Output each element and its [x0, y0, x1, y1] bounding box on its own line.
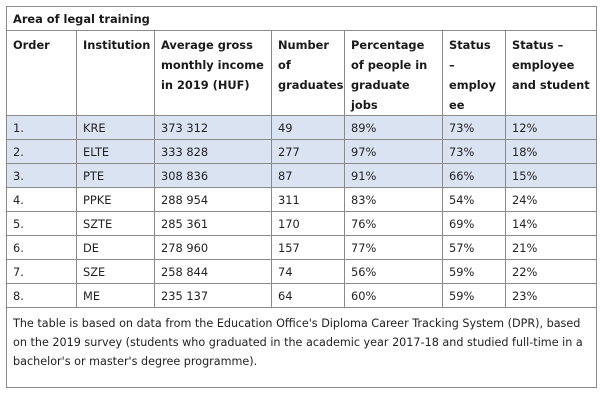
graduate-income-table: Area of legal training Order Institution… [5, 6, 598, 388]
cell-graduates: 157 [271, 235, 345, 260]
cell-status-employee-student: 24% [504, 187, 598, 212]
cell-graduates: 49 [271, 115, 345, 140]
cell-percentage: 91% [344, 163, 443, 188]
header-percentage: Percentage of people in graduate jobs [344, 30, 443, 116]
cell-order: 5. [6, 211, 77, 236]
cell-graduates: 87 [271, 163, 345, 188]
cell-order: 6. [6, 235, 77, 260]
cell-order: 3. [6, 163, 77, 188]
cell-percentage: 89% [344, 115, 443, 140]
header-order: Order [6, 30, 77, 116]
header-status-employee: Status – employ ee [442, 30, 506, 116]
table-row: 2. ELTE 333 828 277 97% 73% 18% [6, 139, 598, 164]
cell-status-employee-student: 15% [504, 163, 598, 188]
cell-institution: DE [76, 235, 155, 260]
cell-institution: PTE [76, 163, 155, 188]
cell-income: 373 312 [154, 115, 272, 140]
cell-graduates: 74 [271, 259, 345, 284]
cell-graduates: 170 [271, 211, 345, 236]
cell-status-employee-student: 23% [504, 283, 598, 308]
cell-percentage: 56% [344, 259, 443, 284]
cell-status-employee: 66% [442, 163, 506, 188]
cell-institution: SZE [76, 259, 155, 284]
table-note: The table is based on data from the Educ… [5, 307, 598, 388]
cell-order: 7. [6, 259, 77, 284]
cell-status-employee-student: 22% [504, 259, 598, 284]
cell-graduates: 64 [271, 283, 345, 308]
cell-institution: ELTE [76, 139, 155, 164]
cell-status-employee: 57% [442, 235, 506, 260]
cell-income: 288 954 [154, 187, 272, 212]
cell-status-employee-student: 18% [504, 139, 598, 164]
cell-status-employee: 73% [442, 139, 506, 164]
cell-institution: PPKE [76, 187, 155, 212]
cell-income: 285 361 [154, 211, 272, 236]
table-header-row: Order Institution Average gross monthly … [6, 30, 598, 116]
table-row: 6. DE 278 960 157 77% 57% 21% [6, 235, 598, 260]
header-institution: Institution [76, 30, 155, 116]
cell-order: 4. [6, 187, 77, 212]
table-row: 5. SZTE 285 361 170 76% 69% 14% [6, 211, 598, 236]
cell-status-employee: 59% [442, 283, 506, 308]
cell-income: 235 137 [154, 283, 272, 308]
table-row: 4. PPKE 288 954 311 83% 54% 24% [6, 187, 598, 212]
cell-percentage: 77% [344, 235, 443, 260]
table-title-row: Area of legal training [5, 6, 598, 31]
cell-status-employee: 54% [442, 187, 506, 212]
cell-status-employee: 73% [442, 115, 506, 140]
cell-income: 258 844 [154, 259, 272, 284]
cell-graduates: 277 [271, 139, 345, 164]
table-title: Area of legal training [5, 6, 598, 31]
cell-percentage: 97% [344, 139, 443, 164]
cell-status-employee: 69% [442, 211, 506, 236]
table-row: 3. PTE 308 836 87 91% 66% 15% [6, 163, 598, 188]
cell-percentage: 83% [344, 187, 443, 212]
cell-percentage: 60% [344, 283, 443, 308]
cell-income: 333 828 [154, 139, 272, 164]
cell-graduates: 311 [271, 187, 345, 212]
cell-income: 308 836 [154, 163, 272, 188]
cell-order: 8. [6, 283, 77, 308]
cell-institution: SZTE [76, 211, 155, 236]
cell-order: 2. [6, 139, 77, 164]
header-status-employee-student: Status – employee and student [504, 30, 598, 116]
table-row: 8. ME 235 137 64 60% 59% 23% [6, 283, 598, 308]
cell-status-employee-student: 14% [504, 211, 598, 236]
cell-status-employee-student: 12% [504, 115, 598, 140]
cell-status-employee: 59% [442, 259, 506, 284]
header-graduates: Number of graduates [271, 30, 345, 116]
cell-percentage: 76% [344, 211, 443, 236]
header-income: Average gross monthly income in 2019 (HU… [154, 30, 272, 116]
cell-status-employee-student: 21% [504, 235, 598, 260]
table-row: 7. SZE 258 844 74 56% 59% 22% [6, 259, 598, 284]
table-body: 1. KRE 373 312 49 89% 73% 12% 2. ELTE 333 828 277 9… [6, 115, 598, 308]
cell-income: 278 960 [154, 235, 272, 260]
table-row: 1. KRE 373 312 49 89% 73% 12% [6, 115, 598, 140]
cell-institution: ME [76, 283, 155, 308]
cell-order: 1. [6, 115, 77, 140]
table-note-row: The table is based on data from the Educ… [5, 307, 598, 388]
cell-institution: KRE [76, 115, 155, 140]
